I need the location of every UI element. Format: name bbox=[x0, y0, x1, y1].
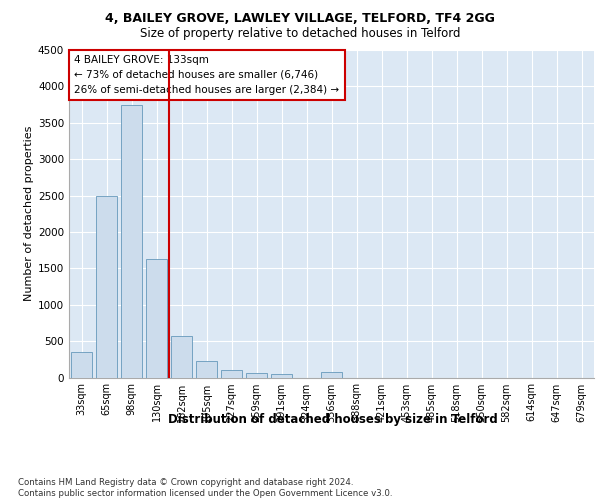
Bar bbox=[196, 361, 217, 378]
Text: Size of property relative to detached houses in Telford: Size of property relative to detached ho… bbox=[140, 28, 460, 40]
Y-axis label: Number of detached properties: Number of detached properties bbox=[24, 126, 34, 302]
Text: 4, BAILEY GROVE, LAWLEY VILLAGE, TELFORD, TF4 2GG: 4, BAILEY GROVE, LAWLEY VILLAGE, TELFORD… bbox=[105, 12, 495, 26]
Bar bbox=[221, 370, 242, 378]
Text: Distribution of detached houses by size in Telford: Distribution of detached houses by size … bbox=[168, 412, 498, 426]
Bar bbox=[321, 372, 342, 378]
Bar bbox=[121, 104, 142, 378]
Bar bbox=[171, 336, 192, 378]
Bar bbox=[96, 196, 117, 378]
Bar bbox=[71, 352, 92, 378]
Bar bbox=[246, 374, 267, 378]
Bar bbox=[146, 259, 167, 378]
Text: 4 BAILEY GROVE: 133sqm
← 73% of detached houses are smaller (6,746)
26% of semi-: 4 BAILEY GROVE: 133sqm ← 73% of detached… bbox=[74, 55, 340, 94]
Bar bbox=[271, 374, 292, 378]
Text: Contains HM Land Registry data © Crown copyright and database right 2024.
Contai: Contains HM Land Registry data © Crown c… bbox=[18, 478, 392, 498]
